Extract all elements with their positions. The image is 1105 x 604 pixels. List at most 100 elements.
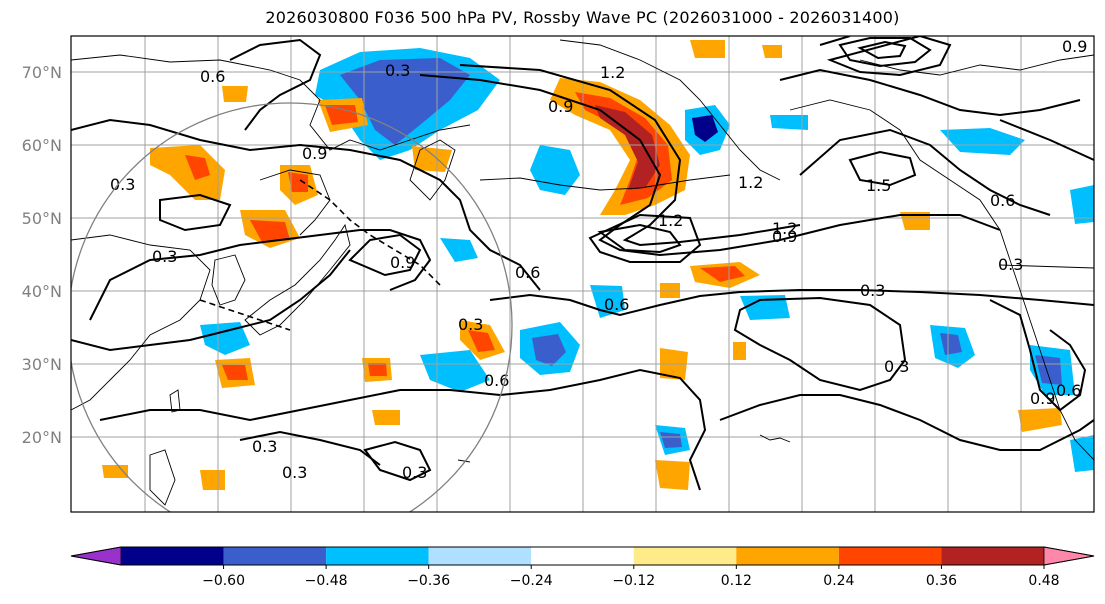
neg-anomaly-mid-core xyxy=(532,334,566,366)
longitude-label: 150°W xyxy=(775,519,830,520)
coast-aleutians xyxy=(479,174,731,191)
colorbar-tick-label: −0.24 xyxy=(510,573,553,589)
contour-label-0-9-b: 0.9 xyxy=(302,144,327,163)
pos-anomaly-sea xyxy=(412,146,452,172)
longitude-label: 130°W xyxy=(921,519,976,520)
latitude-label: 60°N xyxy=(22,136,62,155)
latitude-labels: 70°N 60°N 50°N 40°N 30°N 20°N xyxy=(22,63,62,447)
contour-ne xyxy=(999,119,1094,161)
contour-main-jet xyxy=(419,74,1001,257)
contour-ne-coast xyxy=(989,299,1087,412)
contour-label-0-9-f: 0.9 xyxy=(1030,389,1055,408)
contour-label-1-2-d: 1.2 xyxy=(738,173,763,192)
longitude-label: 120°E xyxy=(121,519,170,520)
contour-south-2 xyxy=(239,430,381,466)
pos-anomaly-south4 xyxy=(655,460,690,490)
neg-anomaly-ne-core xyxy=(1035,355,1062,385)
contour-label-0-3-h: 0.3 xyxy=(402,463,427,482)
colorbar-bin xyxy=(941,547,1044,565)
contour-label-0-3-a: 0.3 xyxy=(385,61,410,80)
contour-label-0-6-d: 0.6 xyxy=(484,371,509,390)
contour-label-0-9-e: 0.9 xyxy=(1062,37,1087,56)
contour-label-0-6-c: 0.6 xyxy=(604,295,629,314)
contour-jet-4 xyxy=(588,213,702,263)
neg-anomaly-coast xyxy=(1070,185,1094,224)
contour-label-0-9-d: 0.9 xyxy=(390,253,415,272)
longitude-label: 170°E xyxy=(486,519,535,520)
colorbar-outline xyxy=(70,546,1095,566)
colorbar-bin xyxy=(531,547,634,565)
contour-north-high-1 xyxy=(819,36,952,77)
coast-alaska xyxy=(559,39,781,181)
colorbar-tick-label: 0.24 xyxy=(823,573,854,589)
coast-kamchatka xyxy=(409,139,456,201)
pos-anomaly-w3 xyxy=(102,465,128,478)
latitude-label: 20°N xyxy=(22,428,62,447)
contour-label-1-2-c: 1.2 xyxy=(772,219,797,238)
colorbar-bin xyxy=(633,547,737,565)
longitude-label: 150°E xyxy=(340,519,389,520)
contour-label-0-3-d: 0.3 xyxy=(458,315,483,334)
colorbar-bin xyxy=(121,547,224,565)
colorbar-bin xyxy=(736,547,839,565)
latitude-label: 50°N xyxy=(22,209,62,228)
colorbar-ticks: −0.60 −0.48 −0.36 −0.24 −0.12 0.12 0.24 0.36 0.4… xyxy=(202,565,1060,589)
contour-north-high-3 xyxy=(857,40,907,60)
coast-canada xyxy=(789,99,1094,461)
pos-anomaly-mid-core xyxy=(468,330,495,352)
neg-anomaly-mid3 xyxy=(740,295,790,320)
pos-anomaly-main-center xyxy=(595,105,660,190)
longitude-labels: 120°E 130°E 140°E 150°E 160°E 170°E 180°W 170°W… xyxy=(121,519,1049,520)
coast-korea xyxy=(211,254,246,306)
neg-anomaly-gulf xyxy=(940,128,1025,155)
coast-hawaii xyxy=(759,434,791,443)
contour-jet-3 xyxy=(597,223,682,254)
pos-anomaly-south2-core xyxy=(368,363,387,376)
contour-jet-2 xyxy=(459,64,801,247)
pos-anomaly-south5 xyxy=(1018,408,1062,432)
colorbar-extend-low xyxy=(70,546,122,566)
longitude-label: 120°W xyxy=(994,519,1049,520)
neg-anomaly-central xyxy=(530,145,580,195)
colorbar-bin xyxy=(326,547,429,565)
contour-label-0-6-b: 0.6 xyxy=(515,263,540,282)
contour-label-0-3-g: 0.3 xyxy=(282,463,307,482)
contour-north-high-2 xyxy=(838,37,932,68)
colorbar-tick-label: −0.36 xyxy=(407,573,450,589)
colorbar-tick-label: 0.48 xyxy=(1028,573,1059,589)
longitude-label: 160°E xyxy=(413,519,462,520)
neg-anomaly-alaska-core xyxy=(692,115,718,142)
neg-anomaly-pole xyxy=(770,115,808,130)
contour-west-3 xyxy=(71,249,351,352)
contour-nw-1 xyxy=(229,38,322,131)
pos-anomaly-okhotsk-core xyxy=(288,172,308,192)
coast-philippines xyxy=(149,449,176,506)
pos-anomaly-china xyxy=(150,145,225,200)
coast-islands-1 xyxy=(457,459,471,463)
contour-label-0-3-j: 0.3 xyxy=(152,247,177,266)
longitude-label: 180°W xyxy=(556,519,611,520)
colorbar-tick-label: 0.12 xyxy=(721,573,752,589)
contour-mid xyxy=(489,289,1094,317)
longitude-label: 140°W xyxy=(848,519,903,520)
contour-west-small xyxy=(159,193,232,232)
colorbar-bin xyxy=(223,547,327,565)
contour-se xyxy=(719,394,1094,451)
contour-label-0-6-e: 0.6 xyxy=(200,67,225,86)
pos-anomaly-ne2 xyxy=(690,40,725,58)
pos-anomaly-south1-core xyxy=(222,365,248,380)
longitude-label: 170°W xyxy=(629,519,684,520)
contour-west-2 xyxy=(89,229,432,321)
reference-circle xyxy=(71,102,513,512)
contour-label-0-9-c: 0.9 xyxy=(772,227,797,246)
contour-label-0-3-e: 0.3 xyxy=(884,357,909,376)
contour-label-0-6-f: 0.6 xyxy=(1056,381,1081,400)
coast-border-usca xyxy=(999,264,1094,269)
neg-anomaly-west xyxy=(440,238,478,262)
chart-title: 2026030800 F036 500 hPa PV, Rossby Wave … xyxy=(265,8,900,27)
colorbar-extend-high xyxy=(1043,546,1095,566)
contour-mid-east xyxy=(733,296,907,392)
contour-labels: 0.3 1.2 0.9 0.9 1.2 1.2 0.9 1.5 0.6 0.3 … xyxy=(110,37,1087,482)
pos-anomaly-w1 xyxy=(222,86,248,102)
coast-nw-america xyxy=(859,54,1094,76)
